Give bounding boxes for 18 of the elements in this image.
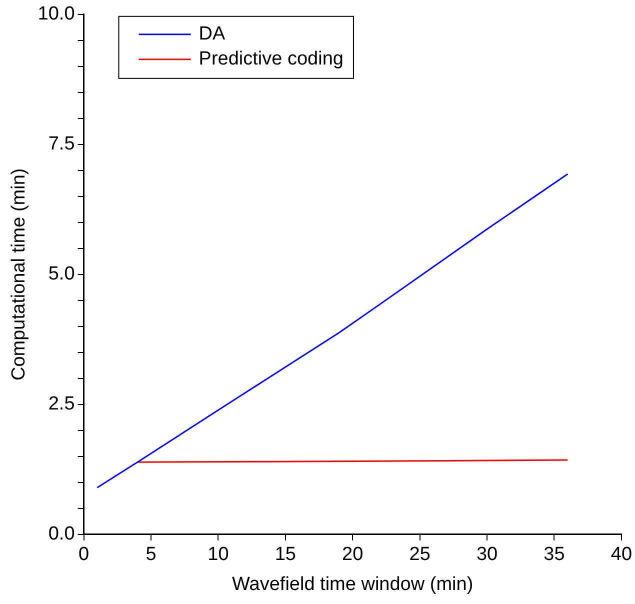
y-tick-label: 10.0 bbox=[38, 4, 75, 25]
x-tick-label: 5 bbox=[146, 544, 156, 566]
y-tick-label: 2.5 bbox=[48, 394, 75, 415]
x-tick-label: 35 bbox=[544, 544, 565, 566]
y-axis-title: Computational time (min) bbox=[8, 168, 30, 381]
y-tick-label: 7.5 bbox=[48, 134, 75, 155]
legend-label: Predictive coding bbox=[198, 48, 344, 70]
x-axis-title: Wavefield time window (min) bbox=[232, 574, 474, 595]
x-tick-label: 20 bbox=[342, 544, 364, 566]
x-tick-label: 25 bbox=[409, 544, 430, 566]
x-tick-label: 30 bbox=[476, 544, 498, 566]
x-tick-label: 10 bbox=[208, 544, 229, 566]
x-tick-label: 40 bbox=[610, 544, 632, 566]
x-tick-label: 15 bbox=[274, 544, 296, 566]
y-tick-label: 0.0 bbox=[48, 524, 75, 545]
legend-label: DA bbox=[198, 24, 226, 45]
x-tick-label: 0 bbox=[78, 544, 90, 566]
y-tick-label: 5.0 bbox=[48, 264, 75, 285]
